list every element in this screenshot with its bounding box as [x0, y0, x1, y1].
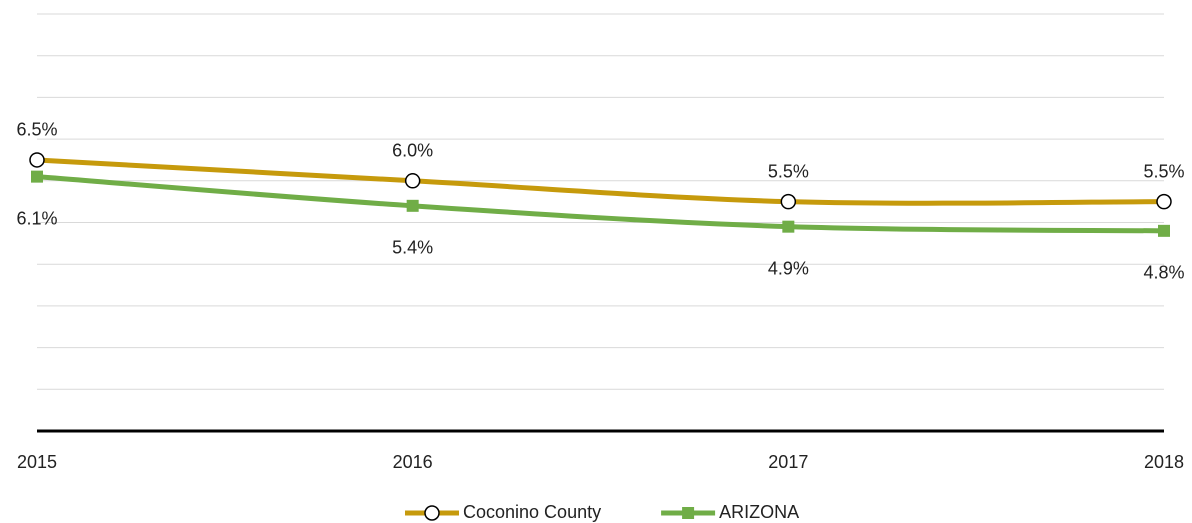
x-tick-label: 2016: [393, 452, 433, 472]
data-label: 4.9%: [768, 258, 809, 278]
x-tick-label: 2018: [1144, 452, 1184, 472]
data-point: [782, 220, 795, 233]
data-label: 6.0%: [392, 141, 433, 161]
series-line: [36, 157, 1165, 206]
x-tick-label: 2015: [17, 452, 57, 472]
data-point: [780, 193, 797, 210]
data-point: [31, 170, 43, 183]
series-line: [36, 174, 1165, 234]
data-point: [404, 173, 421, 189]
x-tick-label: 2017: [768, 452, 808, 472]
data-point: [29, 152, 45, 168]
data-label: 4.8%: [1143, 263, 1184, 283]
data-label: 6.5%: [16, 120, 57, 140]
legend-label: Coconino County: [463, 502, 601, 522]
legend-marker: [424, 505, 440, 521]
data-label: 5.4%: [392, 238, 433, 258]
data-label: 5.5%: [1143, 161, 1184, 181]
data-point: [1158, 224, 1170, 237]
legend-label: ARIZONA: [719, 502, 799, 522]
data-point: [1156, 193, 1172, 210]
data-point: [406, 199, 419, 212]
legend-marker: [682, 507, 695, 519]
data-label: 5.5%: [768, 161, 809, 181]
data-label: 6.1%: [16, 208, 57, 228]
